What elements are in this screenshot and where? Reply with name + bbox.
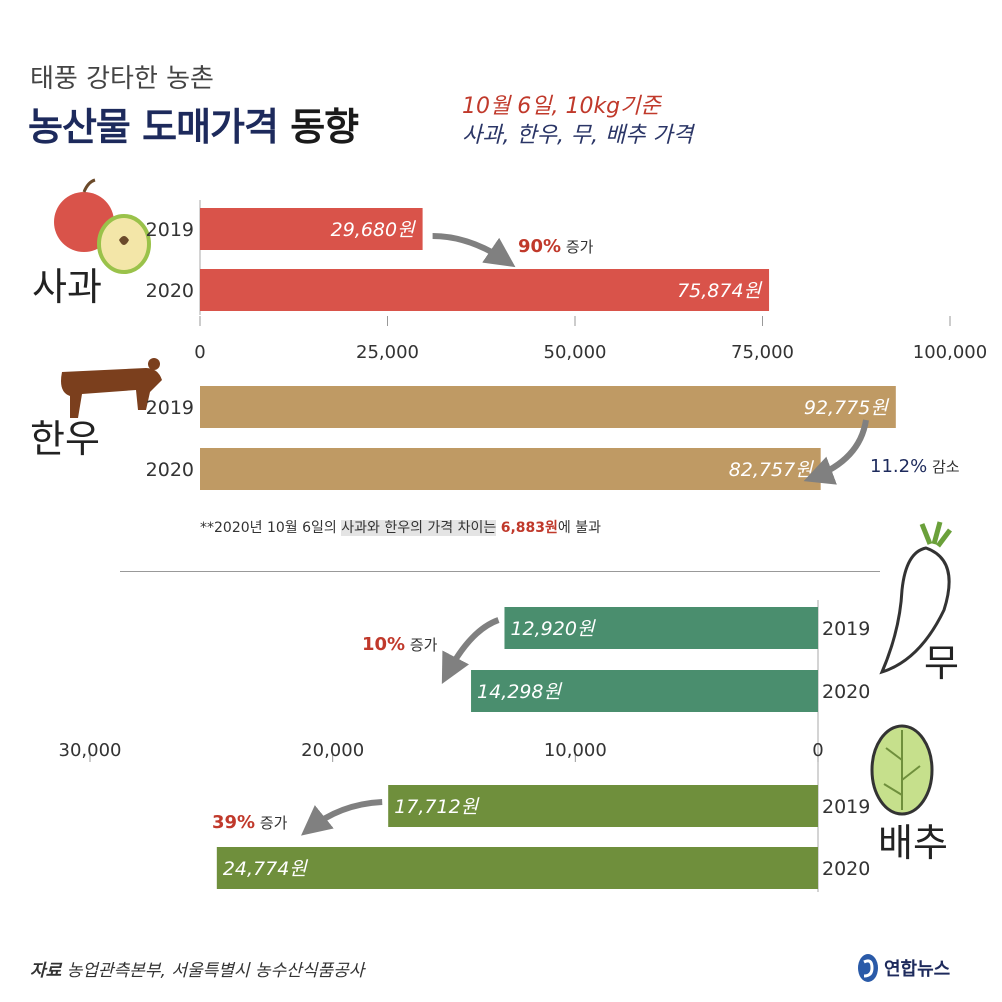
cow-icon: [61, 358, 162, 418]
category-label: 2020: [822, 681, 870, 703]
change-word: 감소: [927, 458, 960, 476]
change-word: 증가: [561, 238, 594, 256]
subtitle-basis: 10월 6일, 10kg기준: [462, 94, 661, 119]
change-label: 11.2% 감소: [870, 456, 960, 477]
change-word: 증가: [405, 636, 438, 654]
category-label: 2020: [146, 280, 194, 302]
logo-text: 연합뉴스: [884, 959, 951, 980]
tick-label: 0: [812, 740, 823, 761]
data-label: 75,874원: [677, 280, 762, 302]
cabbage-icon: [870, 724, 934, 816]
change-label: 90% 증가: [518, 236, 594, 257]
crop-label: 한우: [30, 417, 100, 461]
yonhap-logo: [858, 954, 878, 982]
category-label: 2019: [822, 618, 870, 640]
tick-label: 25,000: [356, 342, 419, 363]
category-label: 2019: [822, 796, 870, 818]
change-arrow: [301, 799, 383, 836]
source-text: 농업관측본부, 서울특별시 농수산식품공사: [66, 961, 365, 981]
bar: [388, 785, 818, 827]
subtitle-items: 사과, 한우, 무, 배추 가격: [462, 123, 694, 148]
tick-label: 50,000: [544, 342, 607, 363]
change-pct: 10%: [362, 634, 405, 655]
tick-label: 30,000: [59, 740, 122, 761]
data-label: 14,298원: [477, 681, 562, 703]
note-highlight: 사과와 한우의 가격 차이는: [341, 520, 497, 536]
note-value: 6,883원: [500, 520, 558, 536]
data-label: 24,774원: [223, 858, 308, 880]
data-label: 92,775원: [804, 397, 889, 419]
note-prefix: **2020년 10월 6일의: [200, 520, 342, 536]
change-arrow: [432, 233, 516, 268]
bar: [200, 208, 423, 250]
tick-label: 10,000: [544, 740, 607, 761]
bar: [216, 847, 818, 889]
data-label: 12,920원: [510, 618, 595, 640]
change-arrow: [441, 617, 500, 684]
category-label: 2020: [822, 858, 870, 880]
change-pct: 11.2%: [870, 456, 927, 477]
bar: [504, 607, 818, 649]
change-arrow: [803, 419, 869, 485]
tick-label: 75,000: [731, 342, 794, 363]
crop-label: 배추: [878, 821, 948, 865]
category-label: 2019: [146, 397, 194, 419]
change-pct: 39%: [212, 812, 255, 833]
change-label: 10% 증가: [362, 634, 438, 655]
crop-label: 무: [924, 641, 959, 685]
change-label: 39% 증가: [212, 812, 288, 833]
tick-label: 20,000: [301, 740, 364, 761]
bar: [200, 386, 896, 428]
bar: [200, 448, 821, 490]
pre-title: 태풍 강타한 농촌: [30, 64, 214, 94]
radish-icon: [879, 521, 952, 675]
data-label: 17,712원: [394, 796, 479, 818]
apple-icon: [54, 178, 151, 274]
note-suffix: 에 불과: [557, 520, 601, 536]
title-part2: 동향: [290, 105, 359, 149]
bar: [200, 269, 770, 311]
source-label: 자료: [30, 961, 62, 981]
category-label: 2019: [146, 219, 194, 241]
source-credit: 자료 농업관측본부, 서울특별시 농수산식품공사: [30, 956, 364, 981]
change-word: 증가: [255, 814, 288, 832]
category-label: 2020: [146, 459, 194, 481]
bar: [471, 670, 818, 712]
data-label: 29,680원: [331, 219, 416, 241]
data-label: 82,757원: [729, 459, 814, 481]
tick-label: 100,000: [913, 342, 987, 363]
section-divider: [120, 571, 880, 572]
crop-label: 사과: [32, 265, 102, 309]
page-title: 농산물 도매가격 동향: [28, 96, 359, 151]
footnote: **2020년 10월 6일의 사과와 한우의 가격 차이는 6,883원에 불…: [200, 517, 601, 537]
title-part1: 농산물 도매가격: [28, 105, 279, 149]
tick-label: 0: [194, 342, 205, 363]
change-pct: 90%: [518, 236, 561, 257]
